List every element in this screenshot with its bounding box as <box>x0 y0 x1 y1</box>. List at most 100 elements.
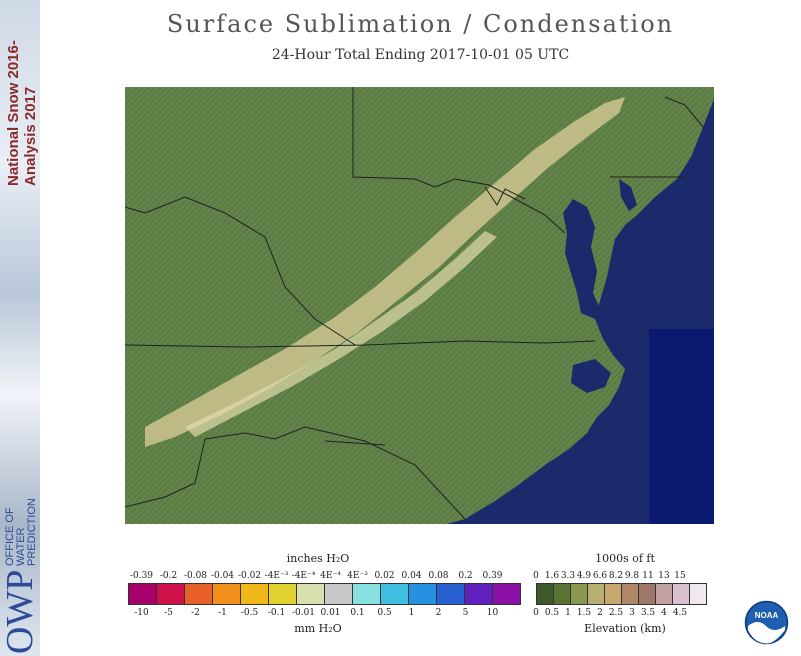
legend-tick: -0.02 <box>237 571 262 581</box>
legend-tick: -4E⁻³ <box>264 571 289 581</box>
legend-tick: 0.1 <box>350 608 365 618</box>
legend-swatch <box>268 584 296 604</box>
legend-tick: 15 <box>674 571 686 581</box>
legend-tick: -0.01 <box>291 608 316 618</box>
sidebar-title-line1: National Snow 2016- <box>5 40 22 186</box>
legend-swatch <box>240 584 268 604</box>
legend-tick: 4 <box>661 608 667 618</box>
owp-logo-text: OWP <box>0 570 40 654</box>
legend-swatch <box>672 584 689 604</box>
legend-swatch <box>689 584 706 604</box>
sidebar-title-line2: Analysis 2017 <box>22 87 38 186</box>
map-panel <box>125 87 714 524</box>
legend-tick: -5 <box>164 608 173 618</box>
legend-right-swatches <box>536 583 707 605</box>
state-borders <box>125 87 704 520</box>
legend-tick: -10 <box>134 608 149 618</box>
legend-swatch <box>553 584 570 604</box>
legend-tick: 4.5 <box>672 608 688 618</box>
legend-swatch <box>296 584 324 604</box>
page-title: Surface Sublimation / Condensation <box>166 10 675 38</box>
legend-tick: -4E⁻⁴ <box>291 571 316 581</box>
legend-tick: 3.3 <box>560 571 576 581</box>
legend-swatch <box>436 584 464 604</box>
owp-org-line3: PREDICTION <box>26 498 38 566</box>
legend-tick: 10 <box>486 608 499 618</box>
legend-swatch <box>212 584 240 604</box>
deep-ocean-block <box>649 329 714 524</box>
legend-tick: 0.08 <box>428 571 449 581</box>
legend-tick: 6.6 <box>592 571 608 581</box>
legend-tick: -0.39 <box>129 571 154 581</box>
legend-tick: 4.9 <box>576 571 592 581</box>
legend-tick: 5 <box>462 608 469 618</box>
legend-swatch <box>464 584 492 604</box>
legend-tick: -0.1 <box>267 608 286 618</box>
legend-tick: 1 <box>408 608 415 618</box>
legend-swatch <box>156 584 184 604</box>
legend-tick: 0.2 <box>458 571 473 581</box>
land <box>125 87 714 524</box>
page-subtitle: 24-Hour Total Ending 2017-10-01 05 UTC <box>271 47 570 63</box>
legend-tick: 0.01 <box>320 608 341 618</box>
legend-tick: -2 <box>191 608 200 618</box>
legend-tick: 0 <box>533 571 539 581</box>
legend-swatch <box>129 584 156 604</box>
appalachian-ridges <box>145 97 625 447</box>
legend-tick: 11 <box>642 571 654 581</box>
legend-swatch <box>587 584 604 604</box>
legend-swatch <box>184 584 212 604</box>
legend-tick: 0 <box>533 608 539 618</box>
legend-tick: 13 <box>658 571 670 581</box>
legend-tick: 1.5 <box>576 608 592 618</box>
legend-swatch <box>655 584 672 604</box>
legend-tick: 4E⁻⁴ <box>320 571 341 581</box>
chesapeake-bay <box>563 199 601 319</box>
legend-tick: 0.04 <box>401 571 422 581</box>
legend-tick: 8.2 <box>608 571 624 581</box>
sublimation-legend: inches H₂O -0.39 -0.2 -0.08 -0.04 -0.02 -4E⁻³… <box>118 552 521 642</box>
noaa-logo: NOAA <box>744 600 789 645</box>
legend-tick: 4E⁻³ <box>347 571 368 581</box>
legend-tick: 0.02 <box>374 571 395 581</box>
legend-tick: 1.6 <box>544 571 560 581</box>
legend-swatch <box>537 584 553 604</box>
legend-tick: 3.5 <box>640 608 656 618</box>
legend-tick: 3 <box>629 608 635 618</box>
pamlico-sound <box>571 359 611 393</box>
legend-swatch <box>604 584 621 604</box>
sidebar-banner: National Snow 2016- Analysis 2017 OFFICE… <box>0 0 40 656</box>
legend-tick: -0.08 <box>183 571 208 581</box>
owp-logo: OFFICE OF WATER PREDICTION OWP <box>0 498 40 654</box>
legend-swatch <box>638 584 655 604</box>
legend-swatch <box>352 584 380 604</box>
noaa-label: NOAA <box>755 611 779 620</box>
legend-tick: -0.04 <box>210 571 235 581</box>
legend-swatch <box>492 584 520 604</box>
legend-left-title-bottom: mm H₂O <box>294 622 342 635</box>
legend-tick: 0.5 <box>377 608 392 618</box>
legend-swatch <box>570 584 587 604</box>
legend-tick: -0.2 <box>159 571 178 581</box>
legend-swatch <box>324 584 352 604</box>
legend-left-swatches <box>128 583 521 605</box>
legend-tick: 0.5 <box>544 608 560 618</box>
legend-swatch <box>408 584 436 604</box>
legend-swatch <box>621 584 638 604</box>
legend-right-title-top: 1000s of ft <box>595 552 655 565</box>
sidebar-title: National Snow 2016- Analysis 2017 <box>5 40 38 186</box>
owp-org-line2: WATER <box>15 527 27 566</box>
legend-tick: -1 <box>218 608 227 618</box>
legend-tick: 1 <box>565 608 571 618</box>
legend-tick: 2.5 <box>608 608 624 618</box>
legend-left-title-top: inches H₂O <box>286 552 350 565</box>
owp-org-line1: OFFICE OF <box>4 507 16 566</box>
legend-swatch <box>380 584 408 604</box>
legend-tick: 2 <box>597 608 603 618</box>
delaware-bay <box>619 179 637 211</box>
legend-tick: -0.5 <box>240 608 259 618</box>
legend-right-title-bottom: Elevation (km) <box>584 622 666 635</box>
legend-tick: 2 <box>435 608 442 618</box>
legend-tick: 0.39 <box>482 571 503 581</box>
